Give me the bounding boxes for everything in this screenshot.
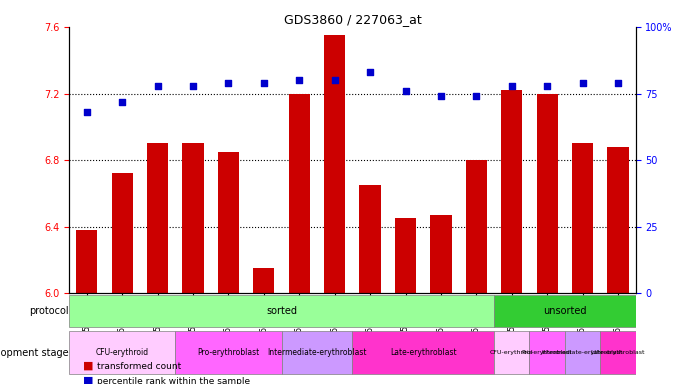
Text: ■: ■ [83,361,93,371]
Point [152,83,163,89]
Bar [147,144,168,293]
Point [471,93,482,99]
Point [223,80,234,86]
Title: GDS3860 / 227063_at: GDS3860 / 227063_at [283,13,422,26]
Text: Pro-erythroblast: Pro-erythroblast [522,350,573,355]
Text: Pro-erythroblast: Pro-erythroblast [198,348,260,357]
Bar [395,218,416,293]
Text: Intermediate-erythroblast: Intermediate-erythroblast [267,348,367,357]
FancyBboxPatch shape [529,331,565,374]
Text: protocol: protocol [30,306,69,316]
FancyBboxPatch shape [494,331,529,374]
FancyBboxPatch shape [494,295,636,327]
Point [258,80,269,86]
Text: CFU-erythroid: CFU-erythroid [490,350,533,355]
Text: sorted: sorted [266,306,297,316]
Bar [218,152,239,293]
Bar [289,94,310,293]
Bar [253,268,274,293]
Point [507,83,518,89]
Point [435,93,446,99]
Bar [501,90,522,293]
Text: CFU-erythroid: CFU-erythroid [95,348,149,357]
Point [82,109,93,115]
FancyBboxPatch shape [600,331,636,374]
Bar [112,174,133,293]
Text: unsorted: unsorted [543,306,587,316]
FancyBboxPatch shape [176,331,281,374]
Point [577,80,588,86]
Point [612,80,623,86]
FancyBboxPatch shape [565,331,600,374]
Point [187,83,198,89]
Bar [359,185,381,293]
Bar [182,144,204,293]
Point [329,77,340,83]
Bar [607,147,629,293]
Text: Late-erythroblast: Late-erythroblast [390,348,457,357]
Point [542,83,553,89]
FancyBboxPatch shape [352,331,494,374]
Text: percentile rank within the sample: percentile rank within the sample [97,377,250,384]
Bar [466,160,487,293]
Bar [536,94,558,293]
Point [294,77,305,83]
Text: ■: ■ [83,376,93,384]
Text: development stage: development stage [0,348,69,358]
FancyBboxPatch shape [69,295,494,327]
Bar [430,215,451,293]
Text: Intermediate-erythroblast: Intermediate-erythroblast [542,350,623,355]
Bar [324,35,346,293]
Point [400,88,411,94]
Point [117,98,128,104]
Text: Late-erythroblast: Late-erythroblast [591,350,645,355]
Bar [76,230,97,293]
Point [365,69,376,75]
Text: transformed count: transformed count [97,362,181,371]
FancyBboxPatch shape [69,331,176,374]
FancyBboxPatch shape [281,331,352,374]
Bar [572,144,593,293]
